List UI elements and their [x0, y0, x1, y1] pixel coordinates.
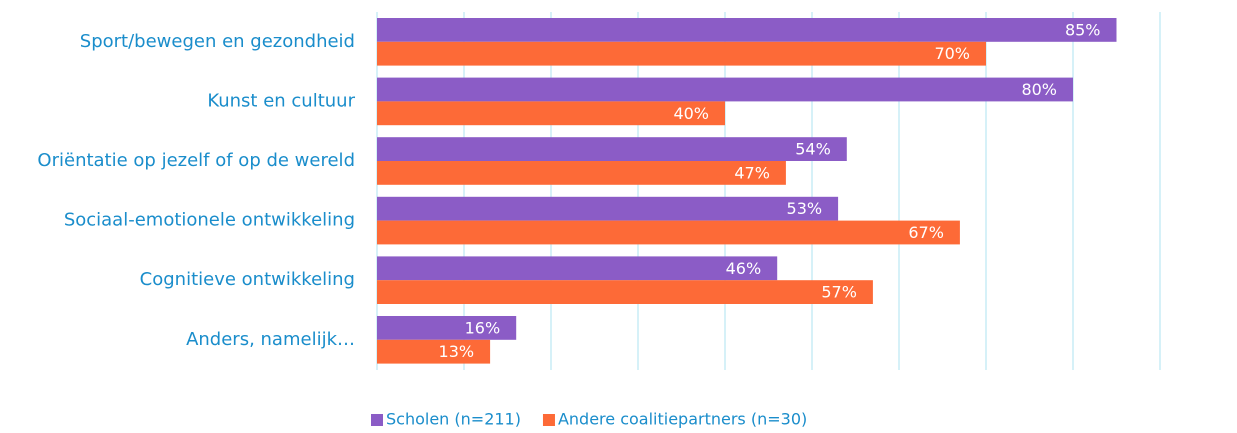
value-label: 70%	[934, 44, 970, 63]
bar	[377, 137, 847, 161]
value-label: 16%	[465, 318, 501, 337]
bar	[377, 196, 839, 221]
value-label: 57%	[821, 283, 857, 302]
value-label: 47%	[734, 163, 770, 182]
bar	[377, 77, 1073, 102]
bar	[377, 41, 986, 66]
value-label: 40%	[673, 104, 709, 123]
bar	[377, 256, 778, 281]
legend-swatch	[542, 414, 555, 426]
bar	[377, 316, 517, 340]
category-label: Cognitieve ontwikkeling	[140, 269, 355, 290]
category-label: Kunst en cultuur	[207, 90, 355, 111]
bar	[377, 101, 725, 126]
legend-label: Andere coalitiepartners (n=30)	[558, 410, 807, 429]
value-label: 46%	[726, 259, 762, 278]
legend-swatch	[371, 414, 383, 426]
category-label: Sociaal-emotionele ontwikkeling	[64, 210, 355, 231]
category-label: Sport/bewegen en gezondheid	[80, 31, 355, 52]
bar	[377, 161, 786, 185]
value-label: 85%	[1065, 20, 1101, 39]
category-label: Anders, namelijk…	[186, 329, 355, 350]
value-label: 13%	[439, 342, 475, 361]
bar	[377, 280, 873, 304]
bar	[377, 220, 960, 245]
value-label: 54%	[795, 140, 831, 159]
bar	[377, 18, 1117, 42]
value-label: 80%	[1021, 80, 1057, 99]
legend-label: Scholen (n=211)	[386, 410, 521, 429]
category-label: Oriëntatie op jezelf of op de wereld	[37, 150, 355, 171]
value-label: 53%	[787, 199, 823, 218]
bar	[377, 339, 491, 364]
value-label: 67%	[908, 223, 944, 242]
